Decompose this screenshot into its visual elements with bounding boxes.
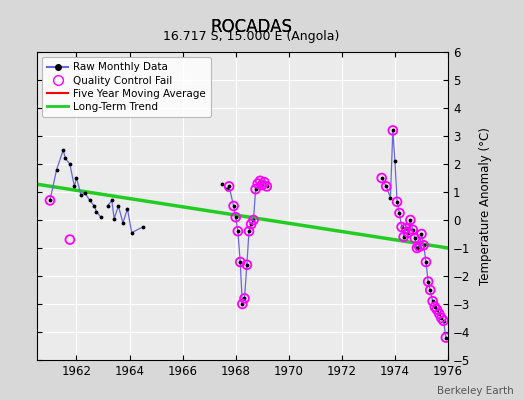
- Point: [429, 298, 437, 304]
- Point: [395, 210, 403, 216]
- Point: [399, 234, 408, 240]
- Point: [232, 214, 240, 220]
- Text: Berkeley Earth: Berkeley Earth: [437, 386, 514, 396]
- Point: [263, 183, 271, 190]
- Point: [437, 315, 445, 321]
- Text: ROCADAS: ROCADAS: [211, 18, 292, 36]
- Point: [241, 295, 249, 302]
- Point: [417, 231, 425, 237]
- Point: [230, 203, 238, 209]
- Legend: Raw Monthly Data, Quality Control Fail, Five Year Moving Average, Long-Term Tren: Raw Monthly Data, Quality Control Fail, …: [42, 57, 211, 117]
- Point: [247, 221, 255, 227]
- Point: [424, 278, 432, 285]
- Point: [389, 127, 397, 134]
- Point: [435, 310, 443, 317]
- Point: [413, 245, 421, 251]
- Text: ROCADAS: ROCADAS: [211, 18, 292, 36]
- Point: [411, 235, 419, 241]
- Point: [419, 242, 428, 248]
- Point: [426, 287, 434, 293]
- Point: [422, 259, 430, 265]
- Point: [442, 334, 450, 341]
- Point: [393, 199, 401, 205]
- Point: [406, 217, 414, 223]
- Point: [225, 183, 233, 190]
- Point: [234, 228, 242, 234]
- Point: [245, 228, 253, 234]
- Point: [258, 182, 266, 188]
- Point: [431, 304, 439, 310]
- Point: [243, 262, 251, 268]
- Point: [260, 179, 269, 185]
- Point: [382, 183, 390, 190]
- Point: [236, 259, 244, 265]
- Y-axis label: Temperature Anomaly (°C): Temperature Anomaly (°C): [478, 127, 492, 285]
- Point: [66, 236, 74, 243]
- Point: [409, 226, 417, 233]
- Point: [256, 178, 264, 184]
- Point: [402, 225, 410, 232]
- Point: [238, 301, 246, 307]
- Point: [249, 217, 258, 223]
- Point: [252, 186, 260, 192]
- Point: [397, 224, 406, 230]
- Point: [46, 197, 54, 204]
- Point: [433, 306, 441, 313]
- Point: [439, 318, 447, 324]
- Text: 16.717 S, 15.000 E (Angola): 16.717 S, 15.000 E (Angola): [163, 30, 340, 43]
- Point: [415, 243, 423, 250]
- Point: [254, 180, 262, 187]
- Point: [377, 175, 386, 181]
- Point: [404, 229, 412, 236]
